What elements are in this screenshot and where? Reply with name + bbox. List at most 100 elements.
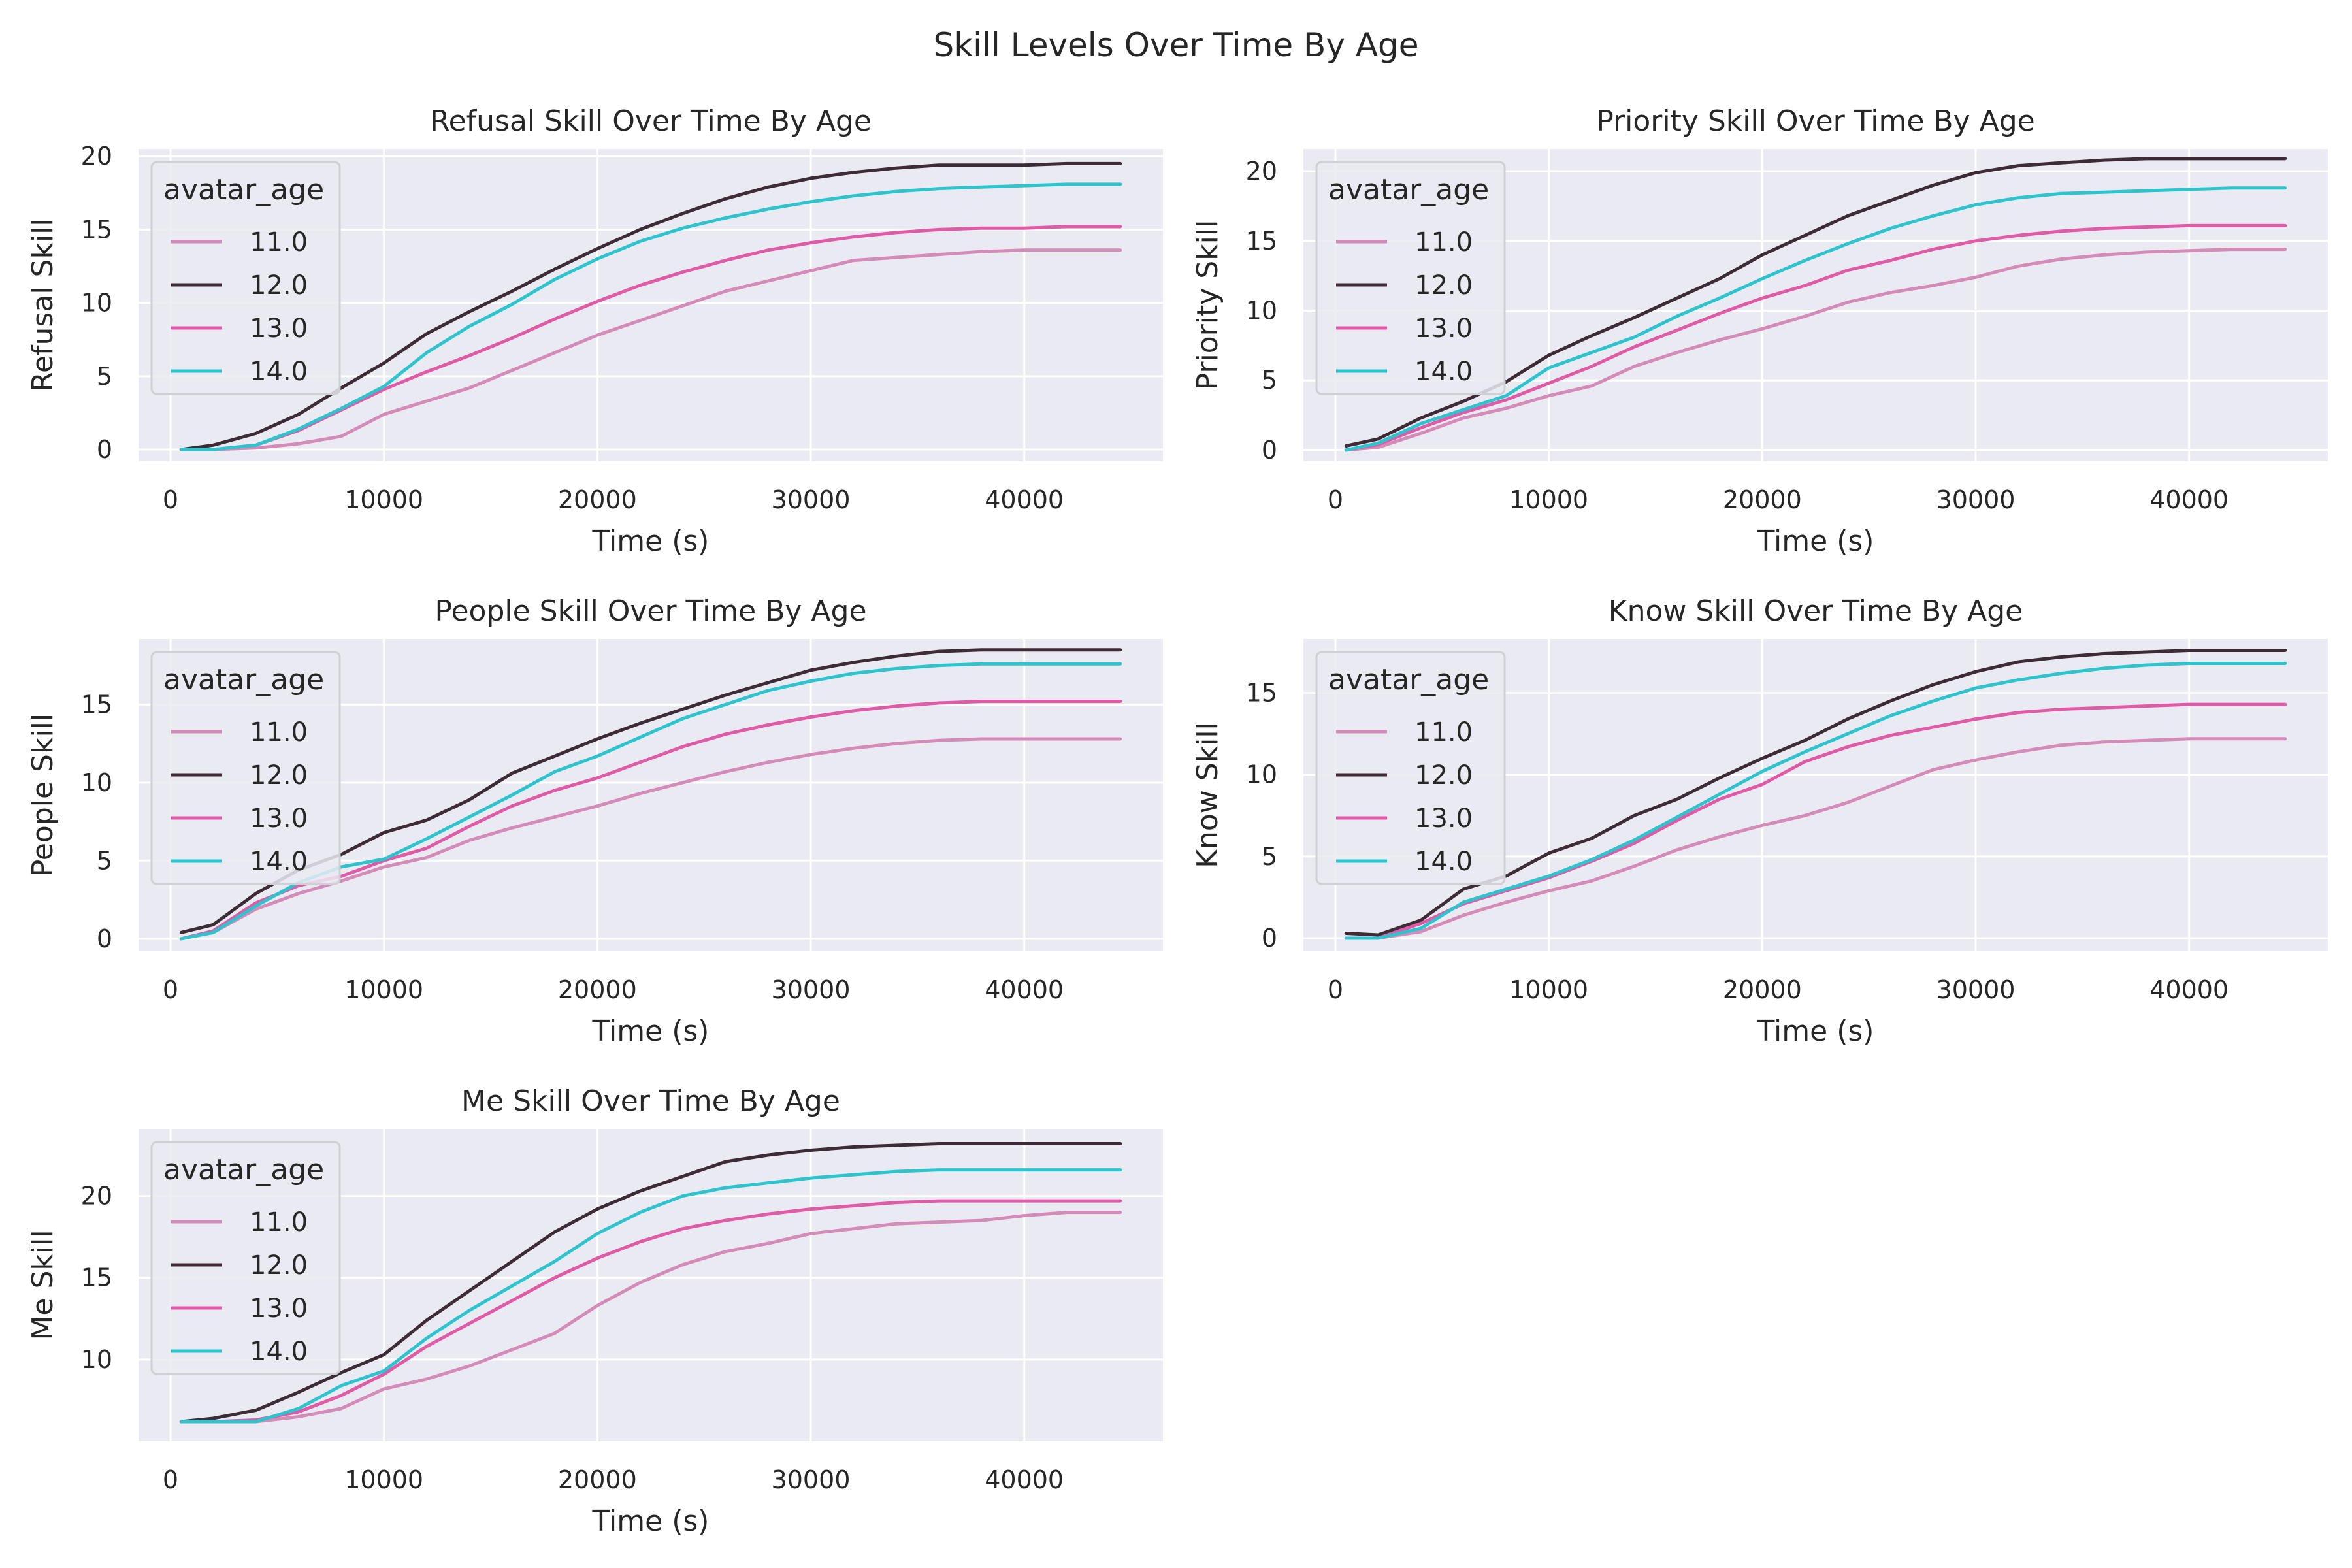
series-line-14-0 — [1344, 662, 2287, 940]
legend-label-13-0: 13.0 — [1414, 314, 1473, 344]
y-tick-label: 0 — [1262, 436, 1277, 465]
series-line-11-0 — [1344, 737, 2287, 940]
y-tick-label: 5 — [1262, 366, 1277, 395]
x-tick-label: 30000 — [1936, 485, 2016, 514]
legend-label-14-0: 14.0 — [250, 847, 308, 877]
x-tick-label: 40000 — [2149, 975, 2229, 1004]
panel-title: People Skill Over Time By Age — [434, 595, 866, 628]
legend: avatar_age 11.0 12.0 13.0 14.0 — [150, 651, 341, 885]
y-tick-label: 0 — [97, 435, 112, 464]
legend: avatar_age 11.0 12.0 13.0 14.0 — [150, 1141, 341, 1375]
series-line-14-0 — [179, 182, 1122, 451]
y-tick-label: 5 — [97, 362, 112, 391]
legend-label-11-0: 11.0 — [1414, 227, 1473, 257]
y-tick-label: 5 — [97, 846, 112, 875]
x-tick-label: 20000 — [1723, 485, 1802, 514]
x-tick-label: 30000 — [772, 975, 851, 1004]
series-line-14-0 — [179, 1168, 1122, 1424]
y-tick-label: 20 — [1246, 157, 1277, 186]
legend-title: avatar_age — [163, 173, 324, 206]
series-line-12-0 — [179, 1142, 1122, 1424]
chart-panel-2: 0 10000 20000 30000 40000 0 5 10 15 20 Priority Sk… — [1191, 105, 2328, 558]
y-tick-label: 15 — [81, 690, 112, 719]
legend-title: avatar_age — [163, 1153, 324, 1186]
y-tick-label: 15 — [81, 1264, 112, 1292]
x-tick-label: 0 — [163, 975, 178, 1004]
x-tick-label: 10000 — [1509, 485, 1588, 514]
chart-panel-4: 0 10000 20000 30000 40000 0 5 10 15 Know Skill Ov… — [1191, 595, 2328, 1048]
x-tick-label: 0 — [1328, 485, 1343, 514]
legend-label-13-0: 13.0 — [1414, 804, 1473, 834]
y-tick-label: 10 — [81, 1345, 112, 1374]
x-tick-label: 0 — [163, 1465, 178, 1494]
legend-box — [1315, 161, 1506, 395]
legend-label-12-0: 12.0 — [250, 270, 308, 301]
series-line-13-0 — [1344, 223, 2287, 452]
legend-label-13-0: 13.0 — [250, 804, 308, 834]
y-tick-label: 15 — [81, 215, 112, 244]
legend-title: avatar_age — [1328, 663, 1489, 696]
legend-box — [150, 651, 341, 885]
legend-box — [1315, 651, 1506, 885]
series-line-13-0 — [179, 1199, 1122, 1424]
panel-title: Refusal Skill Over Time By Age — [430, 105, 872, 138]
x-tick-label: 20000 — [558, 485, 637, 514]
x-tick-label: 10000 — [344, 1465, 423, 1494]
panel-title: Know Skill Over Time By Age — [1609, 595, 2023, 628]
legend-label-12-0: 12.0 — [250, 760, 308, 791]
legend-label-11-0: 11.0 — [250, 1207, 308, 1237]
series-line-11-0 — [179, 737, 1122, 941]
x-axis-label: Time (s) — [592, 1015, 710, 1048]
legend-label-11-0: 11.0 — [250, 717, 308, 747]
legend-label-12-0: 12.0 — [250, 1250, 308, 1281]
y-axis-label: Priority Skill — [1191, 220, 1224, 391]
chart-panel-3: 0 10000 20000 30000 40000 0 5 10 15 People Skill … — [26, 595, 1163, 1048]
chart-panel-1: 0 10000 20000 30000 40000 0 5 10 15 20 Refusal Ski… — [26, 105, 1163, 558]
y-tick-label: 5 — [1262, 842, 1277, 871]
y-tick-label: 20 — [81, 1182, 112, 1211]
legend-label-11-0: 11.0 — [250, 227, 308, 257]
chart-panel-5: 0 10000 20000 30000 40000 10 15 20 Me Skill Over… — [26, 1085, 1163, 1538]
series-line-11-0 — [1344, 248, 2287, 452]
legend-label-13-0: 13.0 — [250, 1294, 308, 1324]
x-axis-label: Time (s) — [1757, 1015, 1874, 1048]
x-tick-label: 10000 — [344, 485, 423, 514]
x-tick-label: 10000 — [344, 975, 423, 1004]
x-tick-label: 40000 — [985, 1465, 1064, 1494]
x-axis-label: Time (s) — [592, 525, 710, 558]
legend-label-14-0: 14.0 — [1414, 357, 1473, 387]
legend-label-11-0: 11.0 — [1414, 717, 1473, 747]
y-tick-label: 15 — [1246, 227, 1277, 255]
x-tick-label: 40000 — [985, 975, 1064, 1004]
x-tick-label: 30000 — [772, 485, 851, 514]
x-tick-label: 40000 — [2149, 485, 2229, 514]
legend-label-13-0: 13.0 — [250, 314, 308, 344]
legend-label-14-0: 14.0 — [1414, 847, 1473, 877]
y-tick-label: 10 — [1246, 297, 1277, 325]
y-tick-label: 10 — [1246, 760, 1277, 789]
legend-label-12-0: 12.0 — [1414, 270, 1473, 301]
x-axis-label: Time (s) — [592, 1505, 710, 1538]
x-tick-label: 40000 — [985, 485, 1064, 514]
panel-title: Priority Skill Over Time By Age — [1596, 105, 2034, 138]
series-line-11-0 — [179, 248, 1122, 451]
x-axis-label: Time (s) — [1757, 525, 1874, 558]
x-tick-label: 10000 — [1509, 975, 1588, 1004]
y-axis-label: Know Skill — [1191, 722, 1224, 868]
x-tick-label: 0 — [1328, 975, 1343, 1004]
y-tick-label: 20 — [81, 142, 112, 171]
series-line-14-0 — [1344, 186, 2287, 452]
legend: avatar_age 11.0 12.0 13.0 14.0 — [150, 161, 341, 395]
y-tick-label: 10 — [81, 768, 112, 797]
x-tick-label: 30000 — [1936, 975, 2016, 1004]
legend-box — [150, 1141, 341, 1375]
y-tick-label: 0 — [1262, 924, 1277, 953]
legend-label-14-0: 14.0 — [250, 357, 308, 387]
y-tick-label: 10 — [81, 289, 112, 318]
x-tick-label: 20000 — [1723, 975, 1802, 1004]
legend: avatar_age 11.0 12.0 13.0 14.0 — [1315, 651, 1506, 885]
y-tick-label: 15 — [1246, 679, 1277, 708]
panel-title: Me Skill Over Time By Age — [461, 1085, 840, 1118]
legend: avatar_age 11.0 12.0 13.0 14.0 — [1315, 161, 1506, 395]
